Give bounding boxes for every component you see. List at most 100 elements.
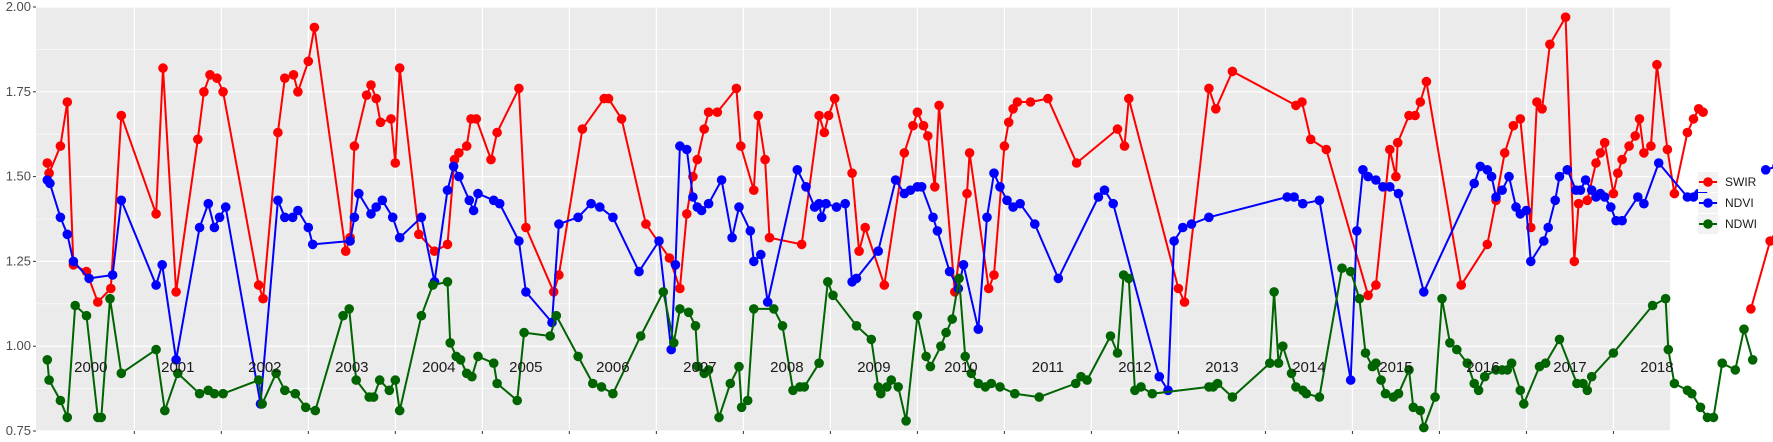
data-point	[106, 283, 116, 294]
data-point	[1415, 97, 1426, 107]
data-point	[303, 56, 314, 67]
data-point	[947, 314, 957, 324]
data-point	[966, 368, 977, 379]
data-point	[386, 114, 396, 124]
year-label: 2015	[1379, 359, 1412, 376]
data-point	[699, 124, 709, 134]
data-point	[882, 382, 892, 392]
data-point	[921, 351, 931, 362]
data-point	[158, 63, 168, 73]
legend-label: NDVI	[1725, 196, 1754, 210]
data-point	[303, 222, 314, 233]
data-point	[366, 209, 376, 219]
year-label: 2014	[1292, 359, 1325, 376]
year-label: 2004	[422, 359, 455, 376]
data-point	[866, 334, 877, 345]
data-point	[1591, 158, 1601, 168]
data-point	[1136, 382, 1146, 392]
data-point	[989, 270, 999, 280]
data-point	[1112, 124, 1123, 134]
data-point	[814, 198, 824, 209]
data-point	[683, 307, 694, 318]
data-point	[55, 395, 66, 406]
data-point	[1606, 202, 1616, 212]
data-point	[375, 117, 386, 128]
data-point	[1415, 405, 1426, 416]
data-point	[960, 351, 970, 362]
data-point	[764, 232, 775, 243]
data-point	[521, 287, 531, 297]
data-point	[1393, 388, 1404, 399]
data-point	[93, 297, 103, 307]
data-point	[512, 395, 522, 406]
data-point	[712, 107, 723, 117]
data-point	[944, 266, 955, 277]
data-point	[105, 293, 115, 304]
data-point	[930, 182, 940, 192]
data-point	[1708, 412, 1719, 423]
year-label: 2017	[1553, 359, 1586, 376]
data-point	[1211, 104, 1221, 114]
data-point	[1212, 378, 1223, 389]
data-point	[736, 141, 746, 151]
data-point	[1613, 168, 1623, 178]
year-label: 2012	[1118, 359, 1151, 376]
data-point	[682, 144, 692, 155]
data-point	[821, 198, 831, 209]
data-point	[1392, 137, 1403, 148]
data-point	[309, 22, 320, 33]
data-point	[273, 195, 283, 206]
data-point	[1154, 371, 1165, 382]
data-point	[1575, 185, 1586, 195]
data-point	[1595, 148, 1606, 158]
data-point	[890, 175, 901, 185]
data-point	[1482, 239, 1493, 250]
year-label: 2006	[596, 359, 629, 376]
data-point	[253, 280, 264, 290]
data-point	[814, 358, 824, 369]
data-point	[290, 388, 301, 399]
data-point	[442, 185, 453, 195]
data-point	[1419, 422, 1429, 433]
data-point	[1497, 185, 1507, 195]
data-point	[1582, 385, 1593, 396]
data-point	[658, 287, 669, 297]
data-point	[1305, 134, 1316, 145]
axis-layer: 0.75 1.00 1.25 1.50 1.75 2.00 2000 2001 2002 2003…	[6, 0, 1674, 438]
data-point	[62, 412, 73, 423]
data-point	[280, 73, 290, 83]
data-point	[1108, 198, 1118, 209]
data-point	[1456, 280, 1466, 290]
data-point	[194, 222, 205, 233]
data-point	[307, 239, 318, 250]
data-point	[81, 310, 92, 321]
y-tick-label: 1.50	[6, 169, 31, 184]
data-point	[1265, 358, 1275, 369]
data-point	[253, 375, 264, 385]
data-point	[925, 361, 936, 372]
data-point	[577, 124, 588, 134]
data-point	[851, 273, 862, 284]
data-point	[1354, 293, 1365, 304]
data-point	[983, 283, 994, 294]
data-point	[912, 107, 923, 117]
data-point	[1504, 171, 1514, 182]
data-point	[349, 141, 360, 151]
data-point	[464, 195, 475, 206]
series-swir	[42, 12, 1773, 314]
data-point	[171, 355, 181, 365]
grid-lines	[36, 6, 1670, 432]
data-point	[514, 236, 524, 246]
data-point	[338, 310, 348, 321]
data-point	[220, 202, 231, 212]
data-point	[1695, 402, 1706, 413]
data-point	[151, 280, 161, 290]
data-point	[1147, 388, 1158, 399]
data-point	[616, 114, 627, 124]
data-point	[1421, 76, 1432, 87]
data-point	[760, 154, 770, 165]
data-point	[1540, 358, 1551, 369]
data-point	[703, 198, 714, 209]
data-point	[1526, 256, 1536, 267]
data-point	[1289, 192, 1299, 202]
